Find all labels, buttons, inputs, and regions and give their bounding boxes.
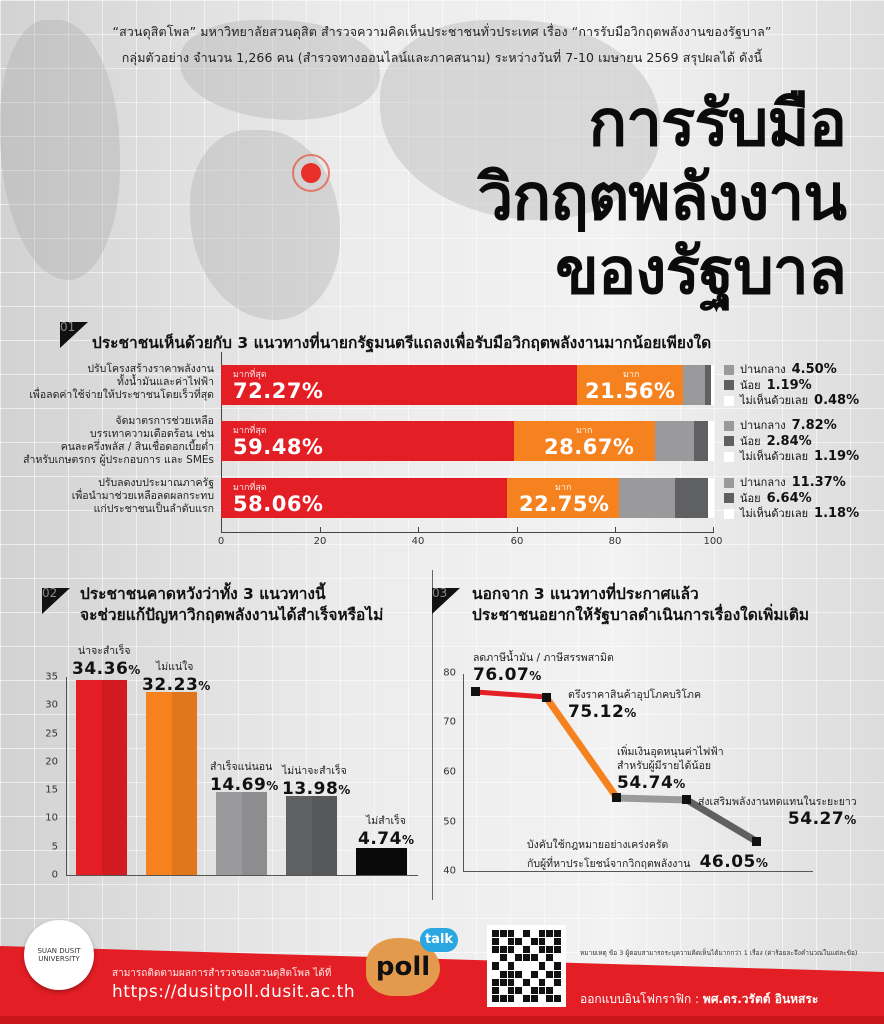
s1-tick-40: 40 — [411, 536, 425, 547]
follow-text: สามารถติดตามผลการสำรวจของสวนดุสิตโพล ได้… — [112, 968, 332, 979]
s2-bar-unlikely-success — [286, 796, 337, 875]
segment-little — [705, 365, 711, 405]
s2-bar-not-success — [356, 848, 407, 875]
s1-tick-80: 80 — [608, 536, 622, 547]
map-shape-asia — [380, 20, 660, 220]
s2-label-unsure: ไม่แน่ใจ 32.23% — [142, 661, 211, 695]
section-1-number: 01 — [60, 320, 88, 348]
segment-little — [694, 421, 708, 461]
s2-x-axis — [66, 875, 418, 876]
s2-ytick-25: 25 — [45, 728, 58, 740]
s2-ytick-35: 35 — [45, 671, 58, 683]
segment-disagree — [708, 478, 714, 518]
s1-tick-100: 100 — [703, 536, 723, 547]
segment-little — [675, 478, 708, 518]
footnote: หมายเหตุ ข้อ 3 ผู้ตอบสามารถระบุความคิดเห… — [580, 949, 858, 957]
s3-ytick-50: 50 — [443, 816, 456, 828]
designer-credit: ออกแบบอินโฟกราฟิก : พศ.ดร.วรัตต์ อินหสระ — [580, 992, 819, 1006]
map-shape-americas — [0, 20, 120, 280]
section-2-number: 02 — [42, 586, 70, 614]
section-3-number: 03 — [432, 586, 460, 614]
segment-disagree — [711, 365, 714, 405]
header-line-2: กลุ่มตัวอย่าง จำนวน 1,266 คน (สำรวจทางออ… — [121, 50, 763, 65]
s1-row-2-label: จัดมาตรการช่วยเหลือ บรรเทาความเดือดร้อน … — [23, 415, 214, 466]
s2-bar-unsure — [146, 692, 197, 875]
website-link[interactable]: https://dusitpoll.dusit.ac.th — [112, 982, 356, 1002]
s1-tick-60: 60 — [510, 536, 524, 547]
s1-row-3-bar: มากที่สุด 58.06% มาก 22.75% — [221, 478, 714, 518]
s3-ytick-40: 40 — [443, 865, 456, 877]
map-shape-europe — [180, 20, 380, 120]
location-pin-icon — [292, 154, 330, 192]
s1-row-1-label: ปรับโครงสร้างราคาพลังงาน ทั้งน้ำมันและค่… — [29, 363, 214, 401]
segment-much: มาก 21.56% — [577, 365, 683, 405]
qr-code[interactable] — [487, 925, 566, 1007]
main-title-line-1: การรับมือ — [588, 87, 847, 161]
s3-ytick-70: 70 — [443, 716, 456, 728]
segment-disagree — [708, 421, 714, 461]
s1-x-axis — [221, 532, 714, 533]
s2-y-axis — [66, 677, 67, 875]
s2-ytick-0: 0 — [51, 869, 58, 881]
segment-most: มากที่สุด 59.48% — [221, 421, 514, 461]
main-title-line-3: ของรัฐบาล — [555, 235, 847, 309]
s3-y-axis — [463, 674, 464, 872]
poll-talk-logo: poll — [366, 938, 440, 996]
segment-much: มาก 22.75% — [507, 478, 619, 518]
s1-row-1-legend: ปานกลาง 4.50% น้อย 1.19% ไม่เห็นด้วยเลย 0.4… — [724, 362, 859, 409]
s2-ytick-15: 15 — [45, 784, 58, 796]
s3-x-axis — [463, 871, 813, 872]
s2-bar-likely-success — [76, 680, 127, 875]
s2-ytick-30: 30 — [45, 699, 58, 711]
segment-most: มากที่สุด 58.06% — [221, 478, 507, 518]
section-1-title: ประชาชนเห็นด้วยกับ 3 แนวทางที่นายกรัฐมนต… — [92, 334, 712, 352]
header-line-1: “สวนดุสิตโพล” มหาวิทยาลัยสวนดุสิต สำรวจค… — [112, 24, 772, 39]
s2-bar-definite-success — [216, 792, 267, 875]
s2-label-unlikely-success: ไม่น่าจะสำเร็จ 13.98% — [282, 765, 351, 799]
s2-label-definite-success: สำเร็จแน่นอน 14.69% — [210, 761, 279, 795]
s2-ytick-5: 5 — [51, 841, 58, 853]
segment-much: มาก 28.67% — [514, 421, 655, 461]
s1-row-1-bar: มากที่สุด 72.27% มาก 21.56% — [221, 365, 714, 405]
s1-row-2-bar: มากที่สุด 59.48% มาก 28.67% — [221, 421, 714, 461]
s3-label-fuel-tax: ลดภาษีน้ำมัน / ภาษีสรรพสามิต 76.07% — [473, 652, 614, 685]
s2-label-not-success: ไม่สำเร็จ 4.74% — [358, 815, 415, 849]
main-title-line-2: วิกฤตพลังงาน — [477, 161, 847, 235]
section-3-title: นอกจาก 3 แนวทางที่ประกาศแล้ว ประชาชนอยาก… — [472, 585, 810, 624]
s3-ytick-80: 80 — [443, 667, 456, 679]
s2-label-likely-success: น่าจะสำเร็จ 34.36% — [72, 645, 141, 679]
s3-label-law-enforcement: บังคับใช้กฎหมายอย่างเคร่งครัด กับผู้ที่ห… — [527, 839, 769, 872]
section-divider — [432, 570, 433, 900]
segment-most: มากที่สุด 72.27% — [221, 365, 577, 405]
s2-ytick-10: 10 — [45, 812, 58, 824]
university-logo: SUAN DUSIT UNIVERSITY — [24, 920, 94, 990]
s3-ytick-60: 60 — [443, 766, 456, 778]
s1-tick-20: 20 — [313, 536, 327, 547]
talk-badge: talk — [420, 928, 458, 952]
segment-moderate — [683, 365, 705, 405]
s1-tick-0: 0 — [217, 536, 225, 547]
s3-label-electricity-subsidy: เพิ่มเงินอุดหนุนค่าไฟฟ้า สำหรับผู้มีรายไ… — [617, 746, 724, 793]
footer-bottom-strip — [0, 1016, 884, 1024]
segment-moderate — [619, 478, 675, 518]
s3-label-renewable: ส่งเสริมพลังงานทดแทนในระยะยาว 54.27% — [698, 796, 857, 829]
s1-row-3-label: ปรับลดงบประมาณภาครัฐ เพื่อนำมาช่วยเหลือล… — [71, 477, 214, 515]
section-2-title: ประชาชนคาดหวังว่าทั้ง 3 แนวทางนี้ จะช่วย… — [80, 585, 384, 624]
s1-row-3-legend: ปานกลาง 11.37% น้อย 6.64% ไม่เห็นด้วยเลย 1.… — [724, 475, 859, 522]
segment-moderate — [655, 421, 694, 461]
s1-row-2-legend: ปานกลาง 7.82% น้อย 2.84% ไม่เห็นด้วยเลย 1.1… — [724, 418, 859, 465]
s3-label-price-freeze: ตรึงราคาสินค้าอุปโภคบริโภค 75.12% — [568, 689, 701, 722]
s2-ytick-20: 20 — [45, 756, 58, 768]
